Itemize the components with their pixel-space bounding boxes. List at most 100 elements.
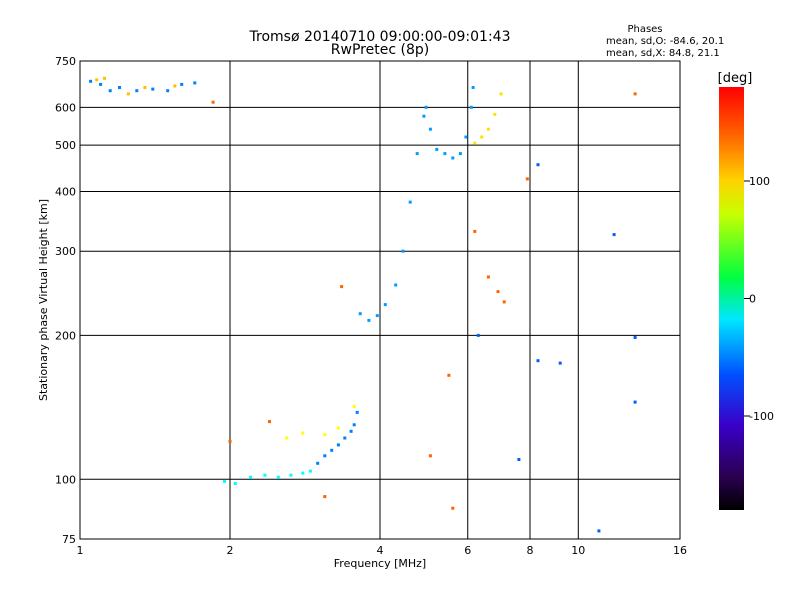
data-point (308, 469, 312, 473)
data-point (289, 473, 293, 477)
phases-mean-o: mean, sd,O: -84.6, 20.1 (606, 36, 724, 47)
data-point (118, 86, 121, 89)
phases-mean-x: mean, sd,X: 84.8, 21.1 (606, 48, 720, 59)
colorbar-tick-label: 100 (749, 175, 770, 188)
data-point (223, 479, 226, 483)
phases-heading: Phases (627, 24, 662, 35)
data-point (633, 336, 637, 339)
x-tick-label: 16 (673, 544, 687, 557)
y-tick-label: 75 (62, 533, 76, 546)
data-point (424, 105, 428, 109)
data-point (499, 92, 503, 96)
data-point (180, 82, 184, 86)
colorbar-ticks: 100 0 -100 (744, 175, 774, 423)
x-tick-label: 1 (77, 544, 84, 557)
data-point (276, 475, 280, 479)
data-point (99, 82, 103, 86)
y-tick-label: 400 (55, 185, 76, 198)
data-point (249, 475, 253, 479)
data-point (383, 303, 387, 307)
data-point (473, 229, 477, 233)
colorbar-label: [deg] (718, 71, 753, 86)
data-point (323, 454, 327, 458)
x-tick-label: 10 (571, 544, 585, 557)
data-point (233, 482, 237, 485)
data-point (422, 114, 426, 118)
x-axis-label: Frequency [MHz] (334, 557, 426, 570)
chart-title: Tromsø 20140710 09:00:00-09:01:43 (249, 29, 511, 45)
data-point (633, 400, 637, 404)
data-point (517, 458, 521, 461)
y-tick-label: 600 (55, 101, 76, 114)
data-point (496, 290, 500, 294)
data-point (352, 405, 356, 408)
data-point (415, 152, 419, 156)
x-axis-ticks: 1 2 4 6 8 10 16 (77, 544, 688, 557)
data-point (340, 285, 344, 289)
data-point (473, 141, 477, 145)
data-point (352, 423, 356, 427)
plot-area: 1 2 4 6 8 10 16 75 100 200 300 400 500 600 750 (55, 55, 687, 557)
y-tick-label: 200 (55, 329, 76, 342)
y-axis-label: Stationary phase Virtual Height [km] (37, 199, 50, 401)
chart-subtitle: RwPretec (8p) (331, 42, 429, 58)
data-point (367, 318, 371, 322)
data-point (558, 361, 562, 365)
y-tick-label: 750 (55, 55, 76, 68)
data-point (343, 436, 347, 440)
data-point (323, 495, 327, 499)
data-point (597, 529, 601, 533)
data-point (633, 92, 637, 96)
colorbar-tick-label: -100 (749, 410, 774, 423)
y-tick-label: 300 (55, 245, 76, 258)
data-point (435, 147, 439, 151)
data-point (358, 312, 362, 316)
data-point (316, 461, 320, 465)
colorbar-tick-label: 0 (749, 293, 756, 306)
data-point (394, 283, 398, 287)
data-point (401, 249, 405, 253)
data-point (323, 433, 327, 437)
x-tick-label: 4 (377, 544, 384, 557)
data-point (471, 86, 475, 89)
data-point (103, 76, 106, 80)
data-point (193, 81, 197, 85)
data-point (536, 163, 540, 167)
colorbar (719, 87, 744, 510)
data-point (458, 152, 462, 156)
x-tick-label: 6 (464, 544, 471, 557)
x-tick-label: 2 (227, 544, 234, 557)
data-point (486, 275, 490, 279)
data-point (211, 100, 215, 104)
data-point (536, 359, 540, 363)
data-point (89, 79, 93, 83)
data-point (428, 454, 432, 458)
data-point (336, 443, 340, 447)
data-point (336, 426, 340, 430)
data-point (228, 439, 232, 443)
data-point (469, 105, 473, 109)
data-point (263, 473, 267, 477)
data-point (330, 448, 334, 452)
data-point (285, 436, 289, 440)
data-point (612, 233, 616, 237)
data-point (135, 89, 139, 93)
data-point (301, 471, 305, 475)
data-point (151, 87, 155, 91)
y-tick-label: 100 (55, 473, 76, 486)
data-point (355, 410, 359, 414)
data-point (95, 78, 99, 82)
data-point (143, 86, 147, 89)
data-point (464, 135, 468, 139)
data-point (451, 506, 455, 510)
data-point (486, 127, 490, 131)
data-point (108, 89, 112, 93)
data-point (480, 135, 484, 139)
data-point (166, 89, 170, 93)
data-point (451, 156, 455, 160)
y-tick-label: 500 (55, 139, 76, 152)
data-point (408, 200, 412, 204)
y-axis-ticks: 75 100 200 300 400 500 600 750 (55, 55, 76, 546)
data-point (525, 177, 529, 181)
